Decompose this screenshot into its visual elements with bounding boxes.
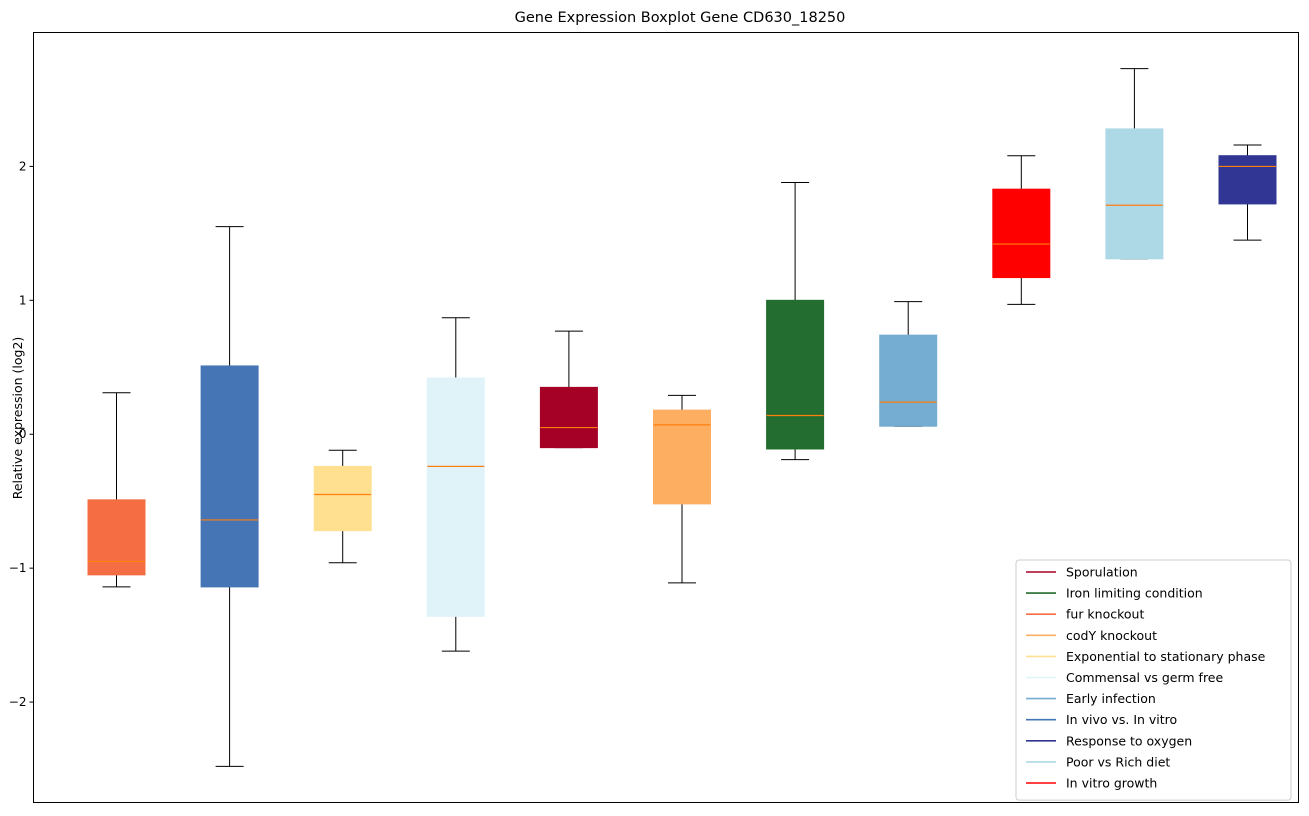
legend-label: Iron limiting condition bbox=[1066, 586, 1203, 601]
box-iqr bbox=[766, 299, 825, 450]
y-tick-label: 1 bbox=[19, 293, 27, 307]
box-group bbox=[313, 449, 372, 564]
legend: Sporulation Iron limiting condition fur kn… bbox=[1015, 559, 1292, 801]
chart-title: Gene Expression Boxplot Gene CD630_18250 bbox=[515, 10, 846, 26]
y-tick-label: 0 bbox=[19, 427, 27, 441]
box-group bbox=[1218, 144, 1277, 241]
box-group bbox=[87, 392, 146, 588]
legend-label: fur knockout bbox=[1066, 607, 1144, 622]
legend-label: Sporulation bbox=[1066, 565, 1138, 580]
legend-label: Commensal vs germ free bbox=[1066, 670, 1223, 685]
legend-label: Exponential to stationary phase bbox=[1066, 649, 1266, 664]
y-tick-label: 2 bbox=[19, 159, 27, 173]
boxes-layer bbox=[87, 68, 1277, 767]
box-group bbox=[200, 226, 259, 767]
legend-label: Early infection bbox=[1066, 691, 1156, 706]
legend-label: In vivo vs. In vitro bbox=[1066, 712, 1177, 727]
box-group bbox=[992, 155, 1051, 305]
box-group bbox=[426, 317, 485, 652]
y-axis-ticks: −2 −1 0 1 2 bbox=[9, 159, 34, 709]
y-tick-label: −1 bbox=[9, 561, 27, 575]
box-group bbox=[1105, 68, 1164, 260]
box-iqr bbox=[1105, 128, 1164, 260]
box-iqr bbox=[313, 465, 372, 532]
plot-frame bbox=[33, 32, 1299, 803]
box-iqr bbox=[992, 188, 1051, 279]
y-axis-label: Relative expression (log2) bbox=[10, 337, 25, 500]
box-group bbox=[539, 330, 598, 449]
legend-label: codY knockout bbox=[1066, 628, 1157, 643]
legend-label: In vitro growth bbox=[1066, 776, 1157, 791]
box-group bbox=[879, 301, 938, 427]
box-iqr bbox=[1218, 155, 1277, 205]
box-iqr bbox=[653, 409, 711, 505]
box-iqr bbox=[539, 386, 598, 449]
box-group bbox=[766, 181, 825, 461]
box-iqr bbox=[879, 334, 938, 427]
box-iqr bbox=[426, 377, 485, 617]
y-tick-label: −2 bbox=[9, 695, 27, 709]
legend-label: Response to oxygen bbox=[1066, 733, 1192, 748]
legend-box bbox=[1015, 559, 1292, 801]
box-group bbox=[653, 394, 711, 584]
legend-label: Poor vs Rich diet bbox=[1066, 754, 1170, 769]
box-iqr bbox=[87, 499, 146, 576]
box-iqr bbox=[200, 365, 259, 588]
